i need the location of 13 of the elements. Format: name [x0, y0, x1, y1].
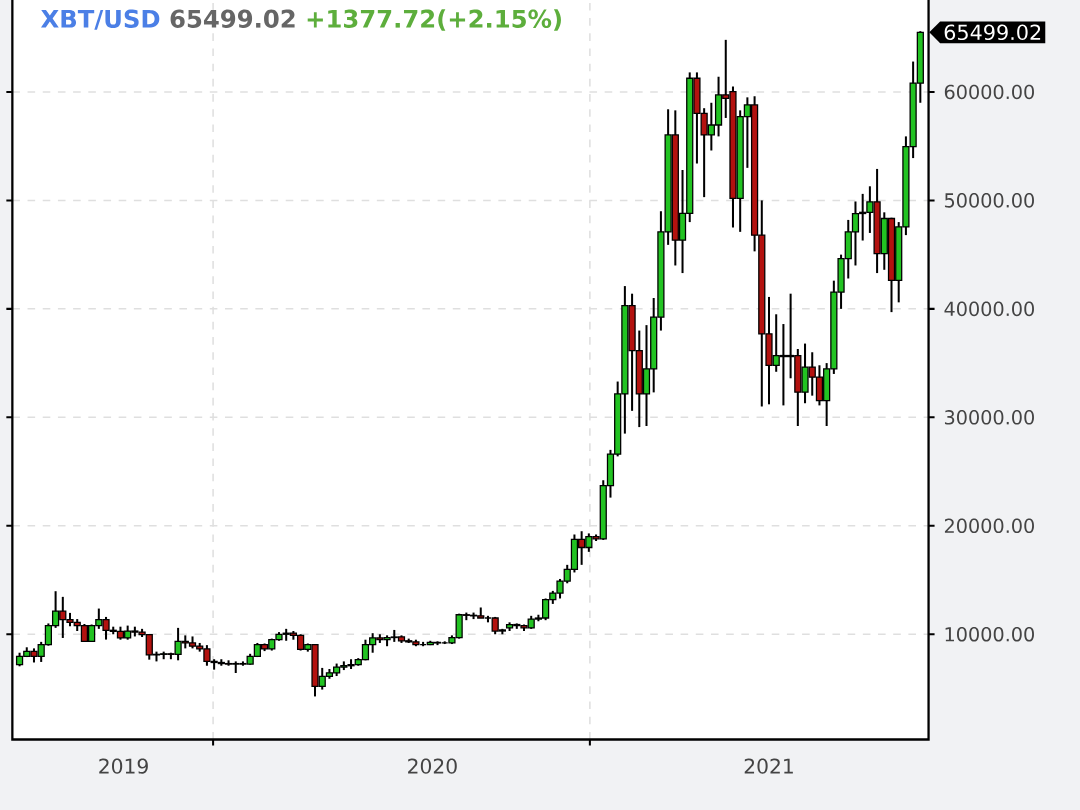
y-tick-label: 50000.00 [944, 193, 1034, 208]
y-tick-label: 40000.00 [944, 301, 1034, 317]
y-tick-label: 10000.00 [945, 626, 1034, 642]
annotation: 65499.02 [170, 9, 295, 28]
y-tick-label: 60000.00 [944, 84, 1034, 100]
text: 65499.02 [944, 24, 1041, 41]
x-tick-label: 2019 [99, 758, 148, 774]
x-tick-label: 2021 [744, 758, 793, 774]
annotation: +1377.72(+2.15%) [307, 9, 561, 31]
y-tick-label: 30000.00 [944, 410, 1034, 425]
y-tick-label: 20000.00 [944, 518, 1034, 534]
text: XBT/USD [40, 9, 160, 30]
x-tick-label: 2020 [408, 758, 457, 774]
